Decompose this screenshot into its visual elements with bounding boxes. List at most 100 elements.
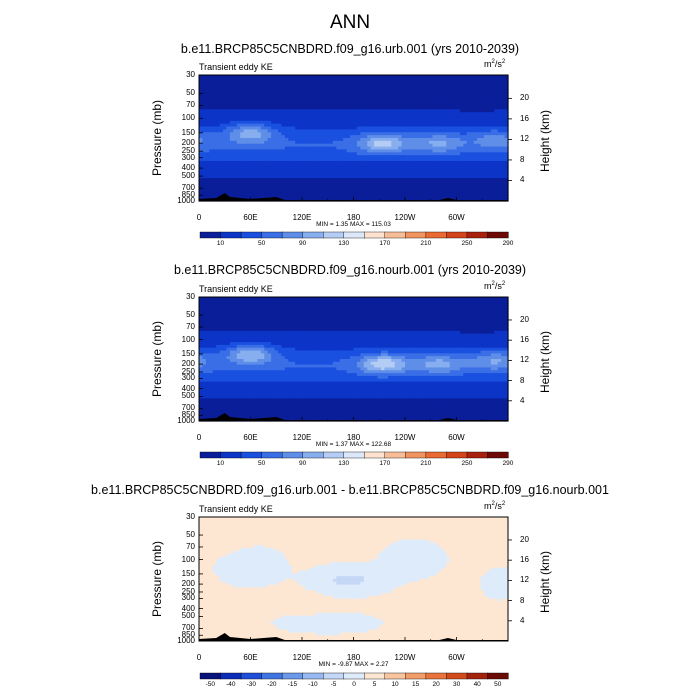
field-cell	[494, 155, 499, 159]
field-cell	[236, 186, 241, 191]
field-cell	[305, 140, 310, 145]
field-cell	[336, 155, 341, 159]
field-cell	[322, 83, 327, 88]
field-cell	[315, 75, 320, 79]
field-cell	[432, 143, 437, 148]
field-cell	[308, 158, 313, 162]
field-cell	[247, 83, 252, 88]
field-cell	[233, 117, 238, 122]
field-cell	[216, 143, 221, 148]
field-cell	[205, 77, 210, 82]
field-cell	[288, 83, 293, 88]
field-cell	[284, 80, 289, 85]
field-cell	[329, 172, 334, 176]
field-cell	[435, 115, 440, 119]
field-cell	[363, 138, 368, 142]
field-cell	[315, 140, 320, 145]
field-cell	[391, 186, 396, 191]
field-cell	[487, 195, 492, 199]
field-cell	[205, 83, 210, 88]
field-cell	[405, 92, 410, 96]
field-cell	[456, 83, 461, 88]
field-cell	[281, 132, 286, 136]
field-cell	[425, 97, 430, 102]
field-cell	[384, 132, 389, 136]
field-cell	[322, 155, 327, 159]
field-cell	[435, 106, 440, 110]
field-cell	[494, 75, 499, 79]
field-cell	[291, 178, 296, 182]
field-cell	[401, 106, 406, 110]
field-cell	[449, 97, 454, 102]
field-cell	[384, 178, 389, 182]
field-cell	[504, 186, 509, 191]
field-cell	[374, 155, 379, 159]
field-cell	[429, 166, 434, 171]
field-cell	[212, 183, 217, 188]
field-cell	[442, 120, 447, 125]
field-cell	[315, 112, 320, 116]
field-cell	[229, 80, 234, 85]
field-cell	[226, 103, 231, 108]
field-cell	[370, 103, 375, 108]
field-cell	[264, 75, 269, 79]
field-cell	[295, 175, 300, 179]
field-cell	[284, 95, 289, 99]
field-cell	[459, 195, 464, 199]
field-cell	[260, 109, 265, 113]
field-cell	[274, 115, 279, 119]
field-cell	[353, 169, 358, 173]
field-cell	[415, 135, 420, 139]
field-cell	[380, 80, 385, 85]
field-cell	[374, 152, 379, 156]
field-cell	[319, 89, 324, 93]
field-cell	[477, 155, 482, 159]
field-cell	[219, 192, 224, 196]
field-cell	[240, 117, 245, 122]
field-cell	[377, 175, 382, 179]
colorbar-swatch	[364, 231, 386, 239]
field-cell	[466, 143, 471, 148]
field-cell	[343, 192, 348, 196]
field-cell	[473, 103, 478, 108]
field-cell	[459, 172, 464, 176]
field-cell	[271, 103, 276, 108]
field-cell	[466, 155, 471, 159]
field-cell	[257, 195, 262, 199]
field-cell	[257, 180, 262, 185]
field-cell	[216, 155, 221, 159]
field-cell	[223, 178, 228, 182]
field-cell	[408, 106, 413, 110]
field-cell	[326, 75, 331, 79]
field-cell	[319, 109, 324, 113]
field-cell	[212, 89, 217, 93]
field-cell	[411, 155, 416, 159]
field-cell	[477, 140, 482, 145]
field-cell	[387, 183, 392, 188]
field-cell	[449, 155, 454, 159]
field-cell	[435, 97, 440, 102]
field-cell	[305, 186, 310, 191]
field-cell	[459, 83, 464, 88]
field-cell	[267, 178, 272, 182]
field-cell	[394, 178, 399, 182]
field-cell	[470, 180, 475, 185]
field-cell	[401, 175, 406, 179]
field-cell	[253, 135, 258, 139]
field-cell	[319, 180, 324, 185]
field-cell	[374, 195, 379, 199]
field-cell	[223, 103, 228, 108]
field-cell	[501, 86, 506, 90]
field-cell	[405, 123, 410, 128]
field-cell	[367, 175, 372, 179]
field-cell	[487, 115, 492, 119]
field-cell	[466, 178, 471, 182]
field-cell	[253, 186, 258, 191]
field-cell	[422, 146, 427, 151]
field-cell	[332, 178, 337, 182]
field-cell	[380, 143, 385, 148]
field-cell	[326, 126, 331, 131]
field-cell	[411, 89, 416, 93]
field-cell	[202, 77, 207, 82]
field-cell	[415, 115, 420, 119]
